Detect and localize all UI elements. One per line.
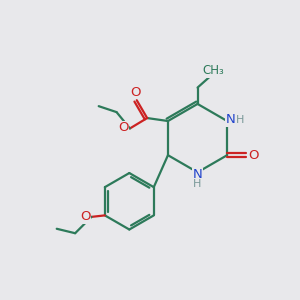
Text: CH₃: CH₃ — [202, 64, 224, 77]
Text: O: O — [130, 86, 141, 99]
Text: O: O — [80, 210, 91, 224]
Text: N: N — [226, 113, 236, 126]
Text: O: O — [118, 122, 129, 134]
Text: N: N — [193, 168, 202, 181]
Text: H: H — [193, 178, 201, 189]
Text: H: H — [236, 115, 245, 125]
Text: O: O — [248, 149, 258, 162]
